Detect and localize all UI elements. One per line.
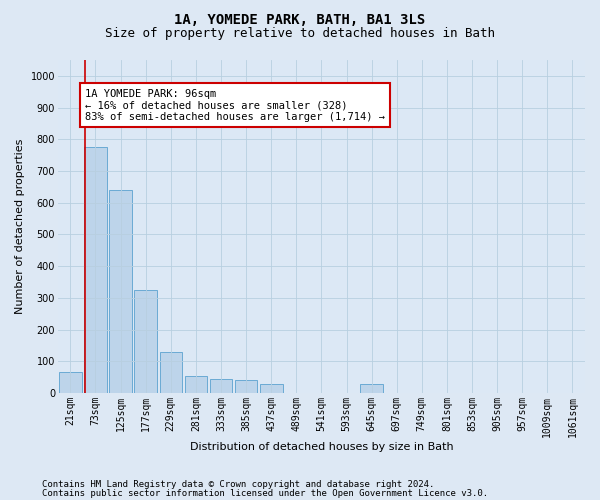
Bar — [210, 379, 232, 393]
Text: 1A, YOMEDE PARK, BATH, BA1 3LS: 1A, YOMEDE PARK, BATH, BA1 3LS — [175, 12, 425, 26]
X-axis label: Distribution of detached houses by size in Bath: Distribution of detached houses by size … — [190, 442, 453, 452]
Bar — [361, 384, 383, 393]
Bar — [109, 190, 132, 393]
Text: Size of property relative to detached houses in Bath: Size of property relative to detached ho… — [105, 28, 495, 40]
Bar — [260, 384, 283, 393]
Text: Contains HM Land Registry data © Crown copyright and database right 2024.: Contains HM Land Registry data © Crown c… — [42, 480, 434, 489]
Text: Contains public sector information licensed under the Open Government Licence v3: Contains public sector information licen… — [42, 488, 488, 498]
Bar — [59, 372, 82, 393]
Bar — [185, 376, 207, 393]
Bar — [84, 147, 107, 393]
Bar — [160, 352, 182, 393]
Y-axis label: Number of detached properties: Number of detached properties — [15, 139, 25, 314]
Bar — [235, 380, 257, 393]
Text: 1A YOMEDE PARK: 96sqm
← 16% of detached houses are smaller (328)
83% of semi-det: 1A YOMEDE PARK: 96sqm ← 16% of detached … — [85, 88, 385, 122]
Bar — [134, 290, 157, 393]
